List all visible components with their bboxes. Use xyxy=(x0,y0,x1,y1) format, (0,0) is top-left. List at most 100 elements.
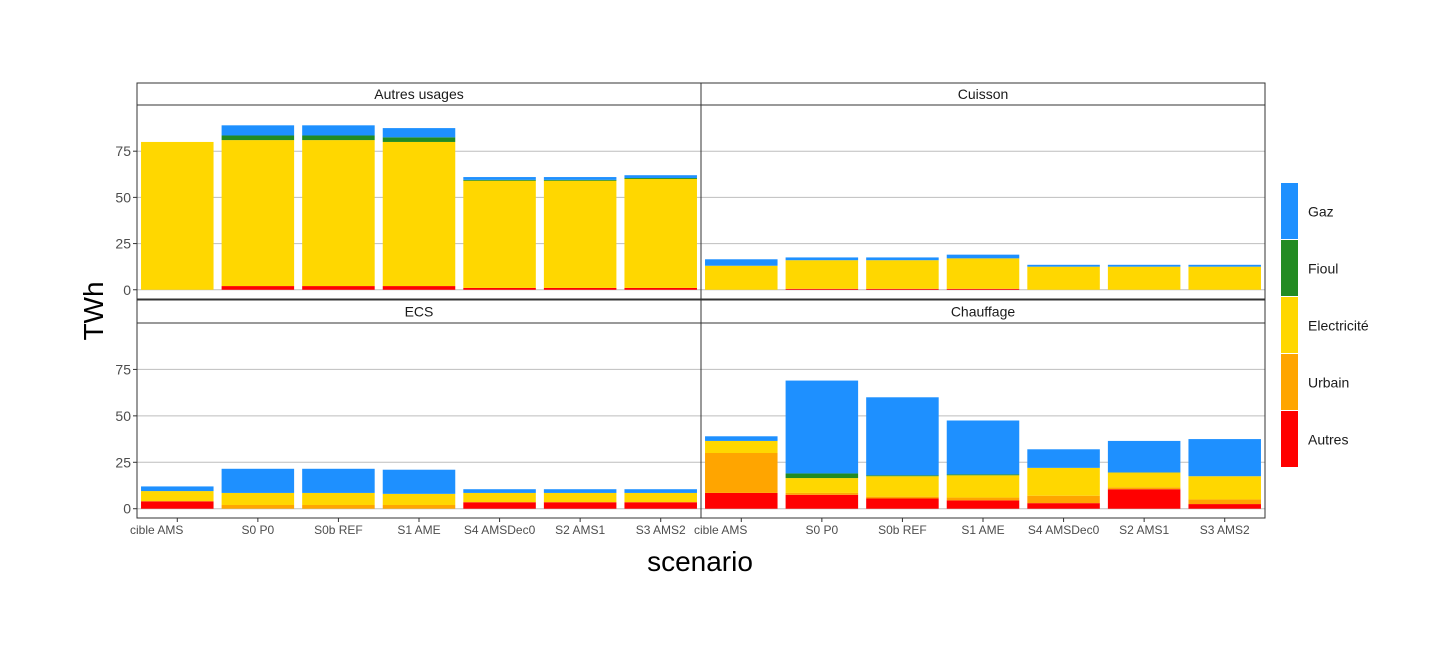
x-axis: cible AMS S0 P0 S0b REF S1 AME S4 AMSDec0 S2 … xyxy=(130,518,1250,537)
bar-gaz-s0b-ref xyxy=(302,468,375,493)
bar-gaz-s1-ame xyxy=(382,469,456,494)
bar-gaz-cible-ams xyxy=(141,486,214,492)
y-tick-label: 25 xyxy=(115,454,131,470)
x-tick-label: S1 AME xyxy=(397,523,440,537)
bar-electricite-s2-ams1 xyxy=(1107,472,1181,488)
bar-urbain-s4-amsdec0 xyxy=(1027,495,1100,504)
bar-gaz-s1-ame xyxy=(946,254,1020,259)
bar-electricite-cible-ams xyxy=(705,265,778,290)
panel-ecs: ECS xyxy=(136,299,702,519)
bar-electricite-s0b-ref xyxy=(866,476,939,497)
bar-autres-s3-ams2 xyxy=(624,287,697,290)
bar-gaz-cible-ams xyxy=(705,259,778,266)
bar-electricite-s4-amsdec0 xyxy=(1027,266,1100,290)
bar-autres-s1-ame xyxy=(946,500,1020,509)
y-tick-label: 75 xyxy=(115,143,131,159)
bar-gaz-s2-ams1 xyxy=(543,489,617,493)
bar-autres-s2-ams1 xyxy=(543,287,617,290)
bar-electricite-s3-ams2 xyxy=(624,178,697,288)
bar-gaz-s2-ams1 xyxy=(1107,264,1181,267)
chart-panels: Autres usages Cuisson ECS Chauffage xyxy=(136,82,1266,519)
bar-electricite-cible-ams xyxy=(705,440,778,453)
bar-gaz-s3-ams2 xyxy=(624,489,697,493)
bar-gaz-s0b-ref xyxy=(866,257,939,261)
x-tick-label: S0b REF xyxy=(314,523,363,537)
legend: Gaz Fioul Electricité Urbain Autres xyxy=(1281,183,1369,467)
bar-electricite-s0b-ref xyxy=(302,492,375,505)
x-tick-label: S3 AMS2 xyxy=(1200,523,1250,537)
legend-key-autres xyxy=(1281,411,1298,467)
bar-fioul-s3-ams2 xyxy=(624,177,697,179)
bar-fioul-s0b-ref xyxy=(866,475,939,477)
bar-electricite-s2-ams1 xyxy=(543,492,617,503)
bar-autres-cible-ams xyxy=(141,501,214,509)
bar-autres-s1-ame xyxy=(382,286,456,290)
bar-gaz-s3-ams2 xyxy=(1188,439,1261,477)
x-tick-label: S3 AMS2 xyxy=(636,523,686,537)
facet-strip-label: ECS xyxy=(405,304,434,320)
bar-autres-s1-ame xyxy=(946,288,1020,290)
legend-label: Gaz xyxy=(1308,204,1334,220)
bar-autres-s4-amsdec0 xyxy=(463,287,536,290)
bar-urbain-s0b-ref xyxy=(866,496,939,499)
bar-gaz-s1-ame xyxy=(946,420,1020,475)
bar-electricite-s2-ams1 xyxy=(543,180,617,288)
bar-electricite-cible-ams xyxy=(141,141,214,290)
bar-electricite-s0-p0 xyxy=(785,260,859,289)
bar-autres-s3-ams2 xyxy=(1188,504,1261,509)
bar-electricite-s3-ams2 xyxy=(1188,476,1261,500)
y-axis-title: TWh xyxy=(78,281,109,340)
bar-gaz-s0-p0 xyxy=(221,125,295,136)
bar-fioul-s0b-ref xyxy=(302,135,375,141)
bar-urbain-s0-p0 xyxy=(785,492,859,495)
bar-autres-s4-amsdec0 xyxy=(1027,503,1100,509)
panel-cuisson: Cuisson xyxy=(700,82,1266,300)
panel-chauffage: Chauffage xyxy=(700,299,1266,519)
x-tick-label: S4 AMSDec0 xyxy=(1028,523,1100,537)
bar-gaz-s0-p0 xyxy=(785,257,859,261)
x-tick-label: S0b REF xyxy=(878,523,927,537)
x-tick-label: cible AMS xyxy=(694,523,747,537)
bar-gaz-s4-amsdec0 xyxy=(463,177,536,180)
panel-autres-usages: Autres usages xyxy=(136,82,702,300)
bar-gaz-s2-ams1 xyxy=(543,177,617,180)
x-axis-title: scenario xyxy=(647,546,753,577)
legend-label: Electricité xyxy=(1308,318,1369,334)
bar-gaz-s4-amsdec0 xyxy=(463,489,536,493)
bar-autres-s0-p0 xyxy=(785,288,859,290)
bar-urbain-s0b-ref xyxy=(302,505,375,509)
y-tick-label: 50 xyxy=(115,408,131,424)
bar-gaz-s0-p0 xyxy=(785,380,859,474)
bar-electricite-s4-amsdec0 xyxy=(1027,467,1100,496)
bar-gaz-s3-ams2 xyxy=(624,175,697,178)
x-tick-label: S2 AMS1 xyxy=(1119,523,1169,537)
bar-fioul-s0-p0 xyxy=(785,473,859,479)
bar-urbain-s1-ame xyxy=(946,497,1020,501)
facet-strip-label: Cuisson xyxy=(958,86,1009,102)
bar-gaz-s1-ame xyxy=(382,128,456,138)
bar-fioul-s0-p0 xyxy=(221,135,295,141)
facet-strip-label: Autres usages xyxy=(374,86,464,102)
bar-gaz-s4-amsdec0 xyxy=(1027,449,1100,468)
x-tick-label: S4 AMSDec0 xyxy=(464,523,536,537)
bar-gaz-s4-amsdec0 xyxy=(1027,264,1100,267)
bar-electricite-s0b-ref xyxy=(866,260,939,289)
bar-autres-cible-ams xyxy=(705,492,778,509)
bar-electricite-s0-p0 xyxy=(221,492,295,505)
bar-electricite-s3-ams2 xyxy=(1188,266,1261,290)
panel-border xyxy=(700,104,1266,300)
bar-electricite-s1-ame xyxy=(946,258,1020,289)
bar-autres-s0b-ref xyxy=(866,498,939,509)
x-tick-label: S0 P0 xyxy=(806,523,839,537)
bar-gaz-s0-p0 xyxy=(221,468,295,493)
bar-autres-s0b-ref xyxy=(302,286,375,290)
bar-gaz-s2-ams1 xyxy=(1107,440,1181,473)
legend-label: Autres xyxy=(1308,432,1348,448)
bar-fioul-s4-amsdec0 xyxy=(463,179,536,181)
legend-key-urbain xyxy=(1281,354,1298,410)
bar-urbain-s2-ams1 xyxy=(1107,487,1181,490)
bar-electricite-s0b-ref xyxy=(302,140,375,287)
bar-urbain-cible-ams xyxy=(705,453,778,493)
bar-autres-s0-p0 xyxy=(785,494,859,509)
